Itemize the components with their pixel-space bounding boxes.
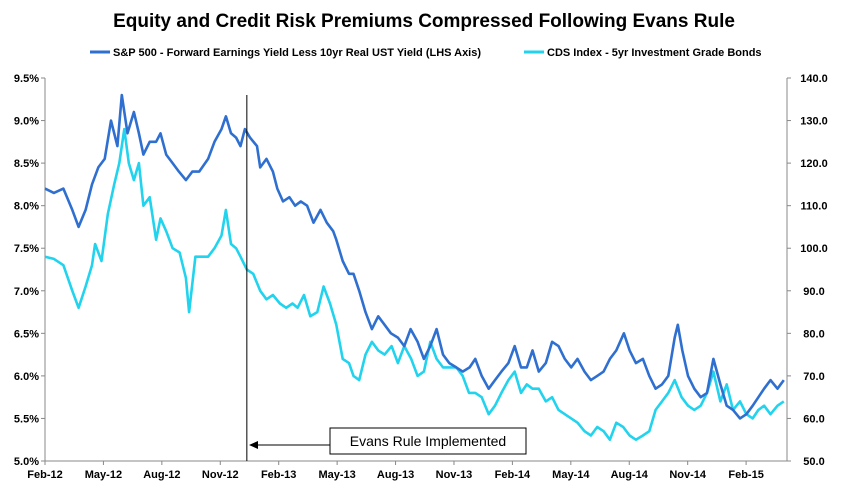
x-tick-label: Feb-14: [495, 469, 531, 481]
x-tick-label: Feb-12: [27, 469, 62, 481]
annotation-box: [329, 427, 527, 455]
y-left-tick-label: 5.5%: [14, 413, 39, 425]
y-right-tick-label: 130.0: [800, 116, 828, 128]
y-left-tick-label: 8.5%: [14, 158, 39, 170]
annotation-text: Evans Rule Implemented: [350, 433, 506, 449]
y-left-tick-label: 6.0%: [14, 371, 39, 383]
y-right-tick-label: 140.0: [800, 73, 828, 85]
x-tick-label: May-12: [85, 469, 122, 481]
y-left-tick-label: 8.0%: [14, 201, 39, 213]
chart-title: Equity and Credit Risk Premiums Compress…: [113, 11, 735, 32]
series-line-cds: [44, 127, 785, 441]
x-tick-label: Aug-12: [143, 469, 180, 481]
y-right-tick-label: 110.0: [801, 201, 828, 213]
evans-rule-annotation: Evans Rule Implemented: [249, 427, 527, 455]
y-right-tick-label: 80.0: [803, 328, 824, 340]
axes: 5.0% 5.5% 6.0% 6.5% 7.0% 7.5% 8.0% 8.5% 9.0% 9.5%…: [14, 73, 828, 481]
x-tick-label: Feb-15: [728, 469, 763, 481]
y-right-tick-label: 120.0: [800, 158, 828, 170]
y-left-tick-label: 5.0%: [14, 456, 39, 468]
x-tick-label: May-13: [318, 469, 355, 481]
legend-label-cds: CDS Index - 5yr Investment Grade Bonds: [547, 47, 762, 59]
x-tick-label: May-14: [552, 469, 590, 481]
x-tick-label: Nov-14: [669, 469, 707, 481]
y-right-tick-label: 70.0: [803, 371, 824, 383]
series-line-sp500: [44, 93, 785, 420]
x-tick-label: Nov-12: [202, 469, 239, 481]
x-tick-label: Aug-13: [377, 469, 414, 481]
y-right-tick-label: 90.0: [803, 286, 824, 298]
x-tick-label: Nov-13: [436, 469, 473, 481]
y-right-tick-label: 100.0: [800, 243, 828, 255]
y-left-tick-label: 7.0%: [14, 286, 39, 298]
series-layer: [44, 93, 785, 441]
legend: S&P 500 - Forward Earnings Yield Less 10…: [90, 47, 762, 59]
annotation-arrowhead: [249, 441, 258, 449]
y-left-tick-label: 9.5%: [14, 73, 39, 85]
x-tick-label: Feb-13: [261, 469, 296, 481]
x-tick-label: Aug-14: [611, 469, 649, 481]
y-right-tick-label: 50.0: [803, 456, 824, 468]
y-left-tick-label: 7.5%: [14, 243, 39, 255]
legend-label-sp500: S&P 500 - Forward Earnings Yield Less 10…: [113, 47, 481, 59]
y-right-tick-label: 60.0: [803, 413, 824, 425]
y-left-tick-label: 6.5%: [14, 328, 39, 340]
y-left-tick-label: 9.0%: [14, 116, 39, 128]
